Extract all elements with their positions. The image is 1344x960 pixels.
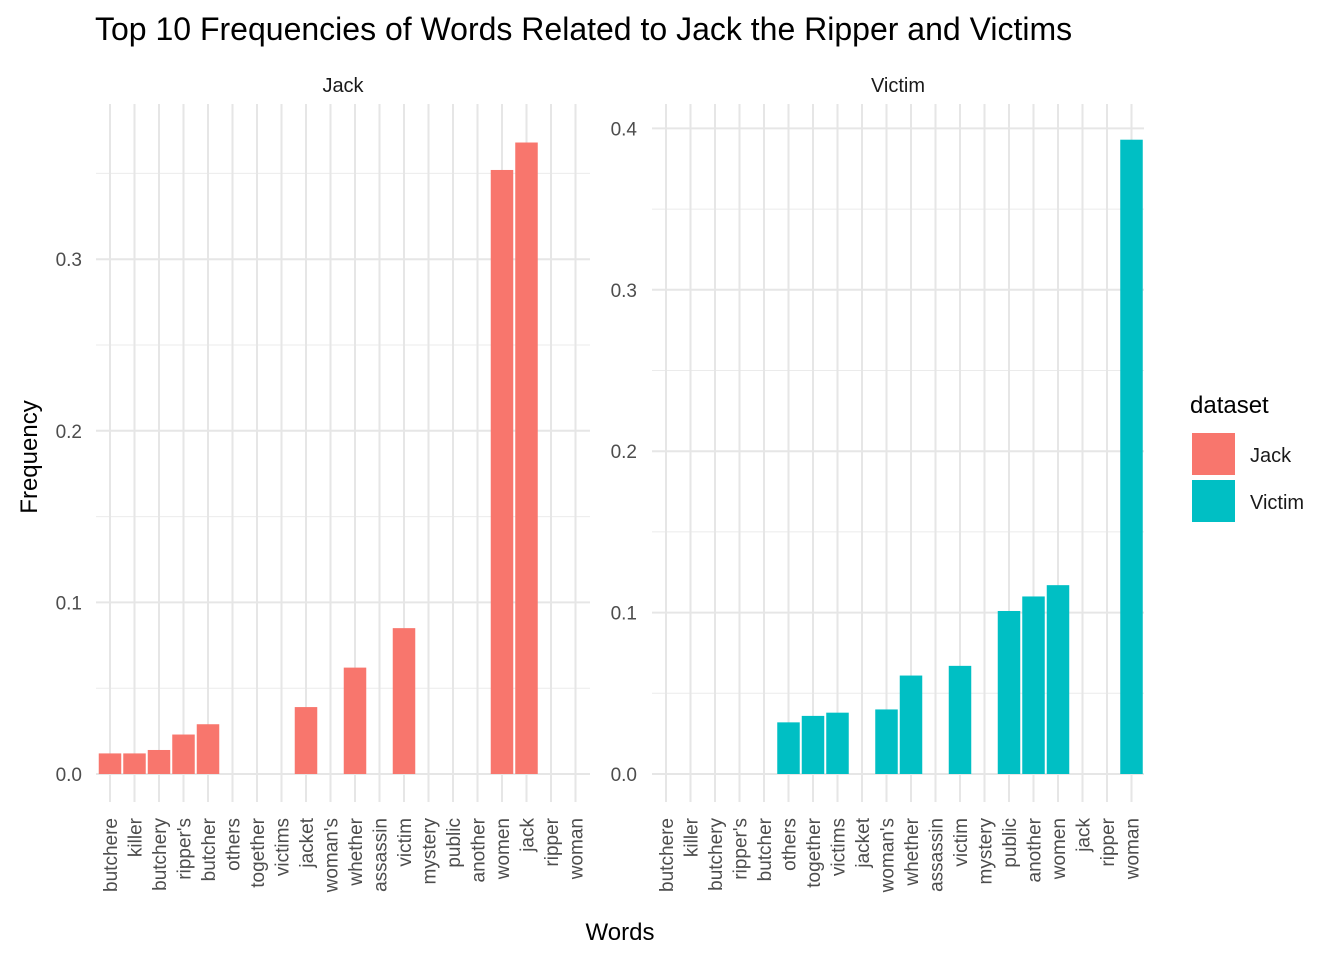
jack-bar-women [490, 169, 514, 774]
victim-y-tick-label: 0.0 [611, 765, 637, 786]
victim-x-tick-label: butchery [706, 818, 727, 891]
jack-x-tick-label: ripper [542, 817, 563, 866]
jack-x-tick-label: woman [567, 818, 588, 880]
victim-x-tick-label: jacket [853, 817, 874, 868]
jack-x-tick-label: jack [518, 818, 539, 853]
jack-x-tick-label: victim [395, 818, 416, 867]
jack-bar-butcher [196, 724, 220, 774]
victim-x-tick-label: victim [951, 818, 972, 867]
victim-x-tick-label: public [1000, 818, 1021, 868]
victim-x-tick-label: another [1025, 817, 1046, 882]
jack-x-tick-label: butchery [150, 818, 171, 891]
victim-x-tick-label: ripper [1098, 817, 1119, 866]
victim-bar-others [777, 722, 800, 774]
jack-x-tick-label: others [224, 818, 245, 871]
victim-x-tick-label: mystery [976, 818, 997, 885]
jack-bar-whether [343, 667, 367, 774]
legend-label-jack: Jack [1250, 445, 1292, 467]
jack-x-tick-label: ripper's [175, 818, 196, 880]
victim-x-tick-label: whether [902, 817, 923, 886]
victim-x-tick-label: others [780, 818, 801, 871]
jack-x-tick-label: public [444, 818, 465, 868]
legend-title: dataset [1190, 392, 1269, 419]
jack-y-tick-label: 0.1 [56, 593, 82, 614]
jack-x-tick-label: jacket [297, 817, 318, 868]
victim-bar-whether [899, 675, 923, 774]
victim-bar-women [1046, 585, 1070, 774]
jack-x-tick-label: butcher [199, 817, 220, 881]
jack-x-tick-label: woman's [322, 818, 343, 893]
victim-x-tick-label: victims [829, 818, 850, 876]
jack-x-tick-label: butchere [101, 818, 122, 892]
victim-x-tick-label: assassin [927, 818, 948, 892]
jack-bar-victim [392, 628, 416, 774]
jack-x-tick-label: mystery [420, 818, 441, 885]
legend-swatch-jack [1192, 433, 1235, 475]
victim-bar-victim [948, 665, 972, 774]
jack-bar-killer [123, 753, 146, 774]
victim-x-tick-label: together [804, 817, 825, 887]
x-axis-title: Words [586, 919, 655, 946]
jack-bar-butchery [147, 749, 171, 774]
jack-x-tick-label: together [248, 817, 269, 887]
jack-bar-butchere [98, 753, 122, 774]
jack-bar-jacket [294, 707, 318, 774]
jack-y-tick-label: 0.2 [56, 422, 82, 443]
jack-x-tick-label: killer [126, 817, 147, 857]
victim-x-tick-label: killer [682, 817, 703, 857]
victim-bar-victims [826, 712, 849, 774]
victim-bar-woman [1120, 139, 1143, 774]
jack-x-tick-label: whether [346, 817, 367, 886]
victim-x-tick-label: woman [1123, 818, 1144, 880]
victim-y-tick-label: 0.2 [611, 442, 637, 463]
victim-y-tick-label: 0.4 [611, 119, 638, 140]
victim-bar-another [1022, 596, 1045, 774]
victim-x-tick-label: women [1049, 818, 1070, 880]
legend-label-victim: Victim [1250, 492, 1304, 514]
victim-x-tick-label: butchere [657, 818, 678, 892]
victim-bar-public [997, 610, 1021, 774]
jack-y-tick-label: 0.0 [56, 765, 82, 786]
victim-x-tick-label: ripper's [731, 818, 752, 880]
victim-bar-womans [875, 709, 898, 774]
victim-x-tick-label: butcher [755, 817, 776, 881]
jack-x-tick-label: victims [273, 818, 294, 876]
jack-y-tick-label: 0.3 [56, 250, 82, 271]
jack-x-tick-label: assassin [371, 818, 392, 892]
victim-x-tick-label: woman's [878, 818, 899, 893]
jack-x-tick-label: another [469, 817, 490, 882]
jack-x-tick-label: women [493, 818, 514, 880]
victim-x-tick-label: jack [1074, 818, 1095, 853]
legend-swatch-victim [1192, 480, 1235, 522]
jack-bar-jack [515, 142, 538, 775]
jack-facet-label: Jack [322, 75, 364, 97]
chart-title: Top 10 Frequencies of Words Related to J… [95, 11, 1072, 47]
victim-bar-together [801, 715, 825, 774]
y-axis-title: Frequency [16, 400, 43, 513]
victim-facet-label: Victim [871, 75, 925, 97]
jack-bar-rippers [172, 734, 195, 774]
victim-y-tick-label: 0.1 [611, 604, 637, 625]
victim-y-tick-label: 0.3 [611, 281, 637, 302]
